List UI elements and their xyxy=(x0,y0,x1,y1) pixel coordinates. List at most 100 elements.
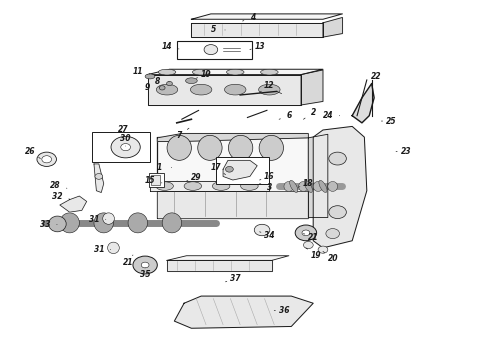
Ellipse shape xyxy=(224,84,246,95)
Ellipse shape xyxy=(49,216,66,232)
Text: 20: 20 xyxy=(327,254,338,263)
Text: 30: 30 xyxy=(121,134,131,143)
Text: 25: 25 xyxy=(386,117,396,126)
Polygon shape xyxy=(157,191,308,217)
Polygon shape xyxy=(60,196,87,212)
Circle shape xyxy=(167,81,172,86)
Polygon shape xyxy=(167,260,272,271)
Text: 29: 29 xyxy=(191,173,201,182)
Ellipse shape xyxy=(212,182,230,190)
Text: 23: 23 xyxy=(400,147,411,156)
Circle shape xyxy=(37,152,56,166)
FancyBboxPatch shape xyxy=(177,41,252,59)
Polygon shape xyxy=(301,70,323,105)
Ellipse shape xyxy=(103,213,115,224)
Text: 13: 13 xyxy=(254,41,265,50)
Circle shape xyxy=(121,144,130,151)
Text: 15: 15 xyxy=(145,176,155,185)
Polygon shape xyxy=(323,18,343,37)
Ellipse shape xyxy=(313,181,323,192)
Circle shape xyxy=(159,86,165,90)
Text: 31: 31 xyxy=(89,215,99,224)
Polygon shape xyxy=(94,164,104,193)
Ellipse shape xyxy=(128,213,147,233)
Text: 8: 8 xyxy=(155,77,160,86)
Circle shape xyxy=(318,246,328,253)
Text: 9: 9 xyxy=(145,83,150,92)
Ellipse shape xyxy=(319,180,327,193)
Ellipse shape xyxy=(328,181,338,192)
Text: 31: 31 xyxy=(94,245,104,254)
Circle shape xyxy=(225,166,233,172)
Ellipse shape xyxy=(198,135,222,160)
Circle shape xyxy=(329,206,346,219)
Text: 16: 16 xyxy=(264,172,274,181)
Ellipse shape xyxy=(162,213,182,233)
Text: 32: 32 xyxy=(52,192,63,201)
Polygon shape xyxy=(147,69,323,75)
Ellipse shape xyxy=(284,181,294,192)
Text: 21: 21 xyxy=(308,233,319,242)
FancyBboxPatch shape xyxy=(216,157,270,184)
Text: 27: 27 xyxy=(118,126,128,135)
Text: 34: 34 xyxy=(264,231,274,240)
FancyBboxPatch shape xyxy=(92,132,150,162)
Ellipse shape xyxy=(228,135,253,160)
Text: 1: 1 xyxy=(157,163,162,172)
Circle shape xyxy=(95,174,103,179)
Polygon shape xyxy=(157,134,308,141)
Polygon shape xyxy=(313,126,367,248)
Ellipse shape xyxy=(186,78,197,84)
Circle shape xyxy=(326,229,340,239)
Text: 2: 2 xyxy=(311,108,316,117)
Ellipse shape xyxy=(259,84,280,95)
Ellipse shape xyxy=(304,180,313,193)
Polygon shape xyxy=(167,256,289,260)
Circle shape xyxy=(111,136,140,158)
Circle shape xyxy=(303,242,313,249)
Polygon shape xyxy=(174,296,313,328)
Text: 7: 7 xyxy=(176,131,182,140)
Text: 14: 14 xyxy=(162,41,172,50)
Polygon shape xyxy=(308,134,328,217)
Ellipse shape xyxy=(60,213,79,233)
Circle shape xyxy=(295,225,317,241)
Text: 3: 3 xyxy=(267,183,272,192)
Circle shape xyxy=(42,156,51,163)
Polygon shape xyxy=(147,75,301,105)
Ellipse shape xyxy=(167,135,192,160)
Ellipse shape xyxy=(241,182,258,190)
Text: 12: 12 xyxy=(264,81,274,90)
Ellipse shape xyxy=(158,69,176,75)
Ellipse shape xyxy=(226,69,244,75)
Circle shape xyxy=(302,230,310,236)
FancyBboxPatch shape xyxy=(149,173,164,187)
Text: 4: 4 xyxy=(250,13,255,22)
Circle shape xyxy=(329,152,346,165)
Ellipse shape xyxy=(94,213,114,233)
Ellipse shape xyxy=(184,182,202,190)
Text: 24: 24 xyxy=(322,111,333,120)
Text: 5: 5 xyxy=(211,26,216,35)
Ellipse shape xyxy=(259,135,284,160)
Text: 36: 36 xyxy=(279,306,289,315)
Text: 10: 10 xyxy=(201,70,211,79)
Text: 21: 21 xyxy=(123,258,133,267)
FancyBboxPatch shape xyxy=(157,137,308,217)
Ellipse shape xyxy=(298,181,308,192)
Ellipse shape xyxy=(108,242,119,253)
Polygon shape xyxy=(192,14,343,19)
Polygon shape xyxy=(192,23,323,37)
Text: 11: 11 xyxy=(133,67,143,76)
FancyBboxPatch shape xyxy=(151,175,160,185)
Text: 37: 37 xyxy=(230,274,241,283)
Polygon shape xyxy=(223,160,257,180)
Ellipse shape xyxy=(156,182,173,190)
Text: 26: 26 xyxy=(25,147,36,156)
Polygon shape xyxy=(150,181,270,192)
Text: 22: 22 xyxy=(371,72,382,81)
Circle shape xyxy=(204,45,218,55)
Text: 35: 35 xyxy=(140,270,150,279)
Text: 6: 6 xyxy=(286,111,292,120)
Circle shape xyxy=(254,224,270,236)
